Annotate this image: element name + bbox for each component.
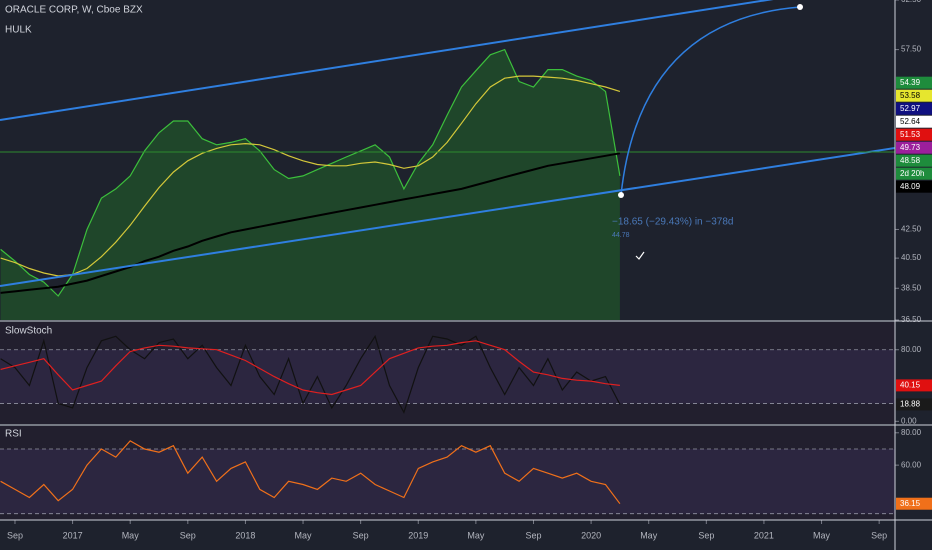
price-tag-label: 49.73 bbox=[900, 143, 921, 152]
x-tick-label: May bbox=[640, 530, 658, 540]
x-tick-label: May bbox=[295, 530, 313, 540]
price-tag bbox=[896, 89, 932, 102]
x-tick-label: May bbox=[122, 530, 140, 540]
measure-sublabel: 44.78 bbox=[612, 232, 630, 239]
y-tick-label: 80.00 bbox=[901, 428, 922, 437]
x-tick-label: Sep bbox=[698, 530, 714, 540]
value-tag-label: 36.15 bbox=[900, 499, 921, 508]
price-tag bbox=[896, 115, 932, 128]
price-tag bbox=[896, 141, 932, 154]
price-tag-label: 54.39 bbox=[900, 78, 921, 87]
x-tick-label: 2020 bbox=[581, 530, 601, 540]
y-tick-label: 42.50 bbox=[901, 225, 922, 234]
pane-title: SlowStoch bbox=[5, 326, 52, 337]
x-tick-label: May bbox=[813, 530, 831, 540]
y-tick-label: 80.00 bbox=[901, 345, 922, 354]
x-tick-label: Sep bbox=[7, 530, 23, 540]
value-tag bbox=[896, 379, 932, 392]
trend-line bbox=[0, 147, 896, 287]
price-tag bbox=[896, 128, 932, 141]
x-tick-label: Sep bbox=[525, 530, 541, 540]
series-line bbox=[0, 334, 621, 414]
check-icon bbox=[635, 251, 645, 260]
countdown-tag bbox=[896, 167, 932, 180]
y-tick-label: 0.00 bbox=[901, 416, 917, 425]
measure-label: −18.65 (−29.43%) in −378d bbox=[612, 217, 733, 228]
value-tag-label: 40.15 bbox=[900, 381, 921, 390]
series-line bbox=[0, 75, 621, 277]
x-tick-label: 2021 bbox=[754, 530, 774, 540]
band-fill bbox=[0, 349, 895, 404]
marks: Sep 2017 May Sep 2018 May Sep 2019 May Sep 2020 May… bbox=[0, 0, 922, 540]
price-tag-label: 48.58 bbox=[900, 156, 921, 165]
projection-arc bbox=[620, 6, 801, 196]
price-tag bbox=[896, 154, 932, 167]
price-tag-label: 53.58 bbox=[900, 91, 921, 100]
price-tag bbox=[896, 180, 932, 193]
price-tag-label: 52.64 bbox=[900, 117, 921, 126]
value-tag bbox=[896, 497, 932, 510]
y-tick-label: 40.50 bbox=[901, 253, 922, 262]
y-tick-label: 36.50 bbox=[901, 315, 922, 324]
x-tick-label: Sep bbox=[871, 530, 887, 540]
countdown-label: 2d 20h bbox=[900, 169, 924, 178]
anchor-point bbox=[618, 192, 624, 198]
y-tick-label: 38.50 bbox=[901, 283, 922, 292]
x-tick-label: 2017 bbox=[63, 530, 83, 540]
value-tag bbox=[896, 398, 932, 411]
y-tick-label: 60.00 bbox=[901, 460, 922, 469]
chart-title: ORACLE CORP, W, Cboe BZX bbox=[5, 5, 143, 16]
price-tag-label: 52.97 bbox=[900, 104, 921, 113]
pane-title: RSI bbox=[5, 429, 22, 440]
value-tag-label: 18.88 bbox=[900, 400, 921, 409]
x-tick-label: Sep bbox=[353, 530, 369, 540]
series-line bbox=[0, 152, 621, 294]
anchor-point bbox=[797, 4, 803, 10]
x-tick-label: 2019 bbox=[408, 530, 428, 540]
series-line bbox=[0, 340, 620, 396]
price-tag bbox=[896, 76, 932, 89]
rsi-pane bbox=[0, 426, 895, 520]
x-tick-label: May bbox=[467, 530, 485, 540]
x-tick-label: 2018 bbox=[235, 530, 255, 540]
x-tick-label: Sep bbox=[180, 530, 196, 540]
series-line bbox=[0, 440, 621, 505]
y-tick-label: 62.50 bbox=[901, 0, 922, 4]
price-tag bbox=[896, 102, 932, 115]
band-fill bbox=[0, 448, 895, 514]
indicator-name: HULK bbox=[5, 25, 32, 36]
price-tag-label: 48.09 bbox=[900, 182, 921, 191]
y-tick-label: 57.50 bbox=[901, 45, 922, 54]
area bbox=[0, 49, 620, 320]
trend-line bbox=[0, 0, 774, 121]
price-tag-label: 51.53 bbox=[900, 130, 921, 139]
